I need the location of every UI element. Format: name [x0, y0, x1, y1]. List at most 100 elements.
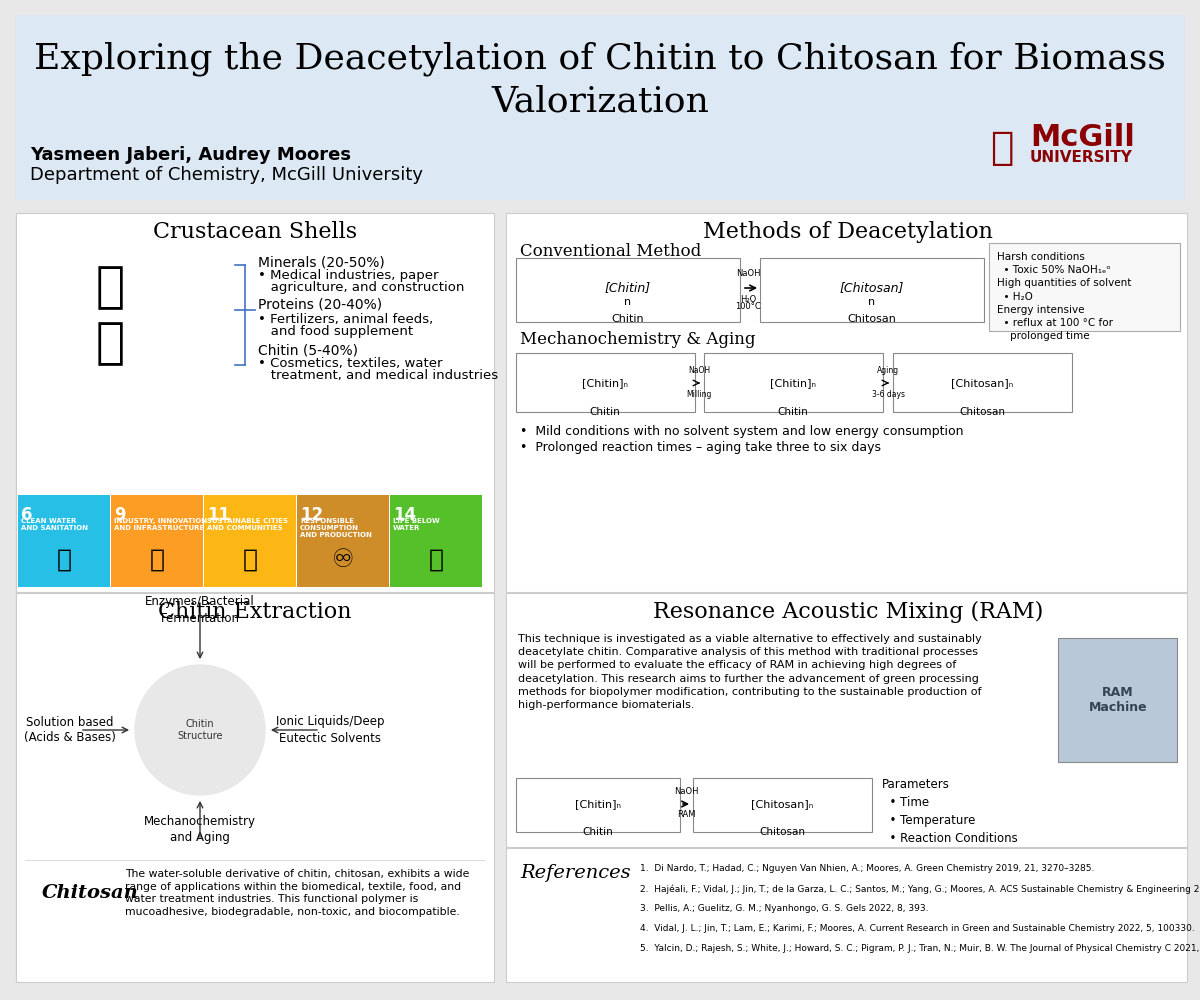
Text: Chitin: Chitin — [778, 407, 809, 417]
FancyBboxPatch shape — [989, 243, 1180, 331]
Text: Milling: Milling — [686, 390, 712, 399]
FancyBboxPatch shape — [18, 495, 110, 587]
FancyBboxPatch shape — [516, 258, 740, 322]
FancyBboxPatch shape — [390, 495, 482, 587]
Text: 4.  Vidal, J. L.; Jin, T.; Lam, E.; Karimi, F.; Moores, A. Current Research in G: 4. Vidal, J. L.; Jin, T.; Lam, E.; Karim… — [640, 924, 1195, 933]
FancyBboxPatch shape — [298, 495, 389, 587]
Text: ⛜: ⛜ — [990, 129, 1013, 167]
FancyBboxPatch shape — [16, 213, 494, 592]
Text: Methods of Deacetylation: Methods of Deacetylation — [703, 221, 992, 243]
Text: Chitin: Chitin — [583, 827, 613, 837]
Text: 3-6 days: 3-6 days — [871, 390, 905, 399]
Text: [Chitin]ₙ: [Chitin]ₙ — [770, 378, 816, 388]
Text: •  Mild conditions with no solvent system and low energy consumption: • Mild conditions with no solvent system… — [520, 425, 964, 438]
Text: References: References — [520, 864, 631, 882]
Text: agriculture, and construction: agriculture, and construction — [258, 282, 464, 294]
Text: Chitin
Structure: Chitin Structure — [178, 719, 223, 741]
Text: 🏭: 🏭 — [150, 548, 164, 572]
FancyBboxPatch shape — [1058, 638, 1177, 762]
Text: Solution based
(Acids & Bases): Solution based (Acids & Bases) — [24, 716, 116, 744]
Text: 3.  Pellis, A.; Guelitz, G. M.; Nyanhongo, G. S. Gels 2022, 8, 393.: 3. Pellis, A.; Guelitz, G. M.; Nyanhongo… — [640, 904, 929, 913]
FancyBboxPatch shape — [506, 848, 1187, 982]
Text: NaOH: NaOH — [688, 366, 710, 375]
FancyBboxPatch shape — [16, 593, 494, 982]
Text: The water-soluble derivative of chitin, chitosan, exhibits a wide
range of appli: The water-soluble derivative of chitin, … — [125, 869, 469, 917]
Text: 💧: 💧 — [56, 548, 72, 572]
Text: NaOH: NaOH — [673, 787, 698, 796]
Text: • Medical industries, paper: • Medical industries, paper — [258, 269, 438, 282]
Text: Chitosan: Chitosan — [959, 407, 1006, 417]
Text: • Fertilizers, animal feeds,: • Fertilizers, animal feeds, — [258, 312, 433, 326]
Text: ♾: ♾ — [332, 548, 354, 572]
Text: 2.  Hajéali, F.; Vidal, J.; Jin, T.; de la Garza, L. C.; Santos, M.; Yang, G.; M: 2. Hajéali, F.; Vidal, J.; Jin, T.; de l… — [640, 884, 1200, 894]
Text: 🦀
🦞: 🦀 🦞 — [96, 263, 125, 367]
Text: 100°C: 100°C — [736, 302, 761, 311]
Text: Chitosan: Chitosan — [42, 884, 139, 902]
Text: treatment, and medical industries: treatment, and medical industries — [258, 369, 498, 382]
Text: McGill: McGill — [1030, 123, 1135, 152]
Text: 14: 14 — [394, 506, 416, 524]
Text: [Chitosan]ₙ: [Chitosan]ₙ — [950, 378, 1013, 388]
Text: Resonance Acoustic Mixing (RAM): Resonance Acoustic Mixing (RAM) — [653, 601, 1043, 623]
Text: Chitin: Chitin — [589, 407, 620, 417]
Text: [Chitin]: [Chitin] — [605, 282, 652, 294]
Text: Parameters
  • Time
  • Temperature
  • Reaction Conditions: Parameters • Time • Temperature • Reacti… — [882, 778, 1018, 845]
Text: Yasmeen Jaberi, Audrey Moores: Yasmeen Jaberi, Audrey Moores — [30, 146, 352, 164]
Text: H₂O: H₂O — [740, 295, 756, 304]
Text: [Chitin]ₙ: [Chitin]ₙ — [575, 799, 622, 809]
Text: Department of Chemistry, McGill University: Department of Chemistry, McGill Universi… — [30, 166, 424, 184]
Text: Enzymes/Bacterial
Fermentation: Enzymes/Bacterial Fermentation — [145, 595, 254, 624]
Text: Proteins (20-40%): Proteins (20-40%) — [258, 298, 382, 312]
Text: CLEAN WATER
AND SANITATION: CLEAN WATER AND SANITATION — [22, 518, 88, 531]
Text: • Cosmetics, textiles, water: • Cosmetics, textiles, water — [258, 358, 443, 370]
Text: Chitosan: Chitosan — [760, 827, 805, 837]
Text: Chitosan: Chitosan — [847, 314, 896, 324]
Text: 6: 6 — [22, 506, 32, 524]
Text: SUSTAINABLE CITIES
AND COMMUNITIES: SUSTAINABLE CITIES AND COMMUNITIES — [208, 518, 288, 531]
Text: UNIVERSITY: UNIVERSITY — [1030, 149, 1133, 164]
Text: Exploring the Deacetylation of Chitin to Chitosan for Biomass
Valorization: Exploring the Deacetylation of Chitin to… — [34, 42, 1166, 118]
Text: Ionic Liquids/Deep
Eutectic Solvents: Ionic Liquids/Deep Eutectic Solvents — [276, 716, 384, 744]
Text: n: n — [869, 297, 876, 307]
Text: 12: 12 — [300, 506, 323, 524]
Text: Aging: Aging — [877, 366, 899, 375]
FancyBboxPatch shape — [760, 258, 984, 322]
FancyBboxPatch shape — [204, 495, 296, 587]
Text: NaOH: NaOH — [736, 269, 761, 278]
FancyBboxPatch shape — [506, 213, 1187, 592]
Text: 🐟: 🐟 — [428, 548, 444, 572]
Text: Chitin Extraction: Chitin Extraction — [158, 601, 352, 623]
Text: and food supplement: and food supplement — [258, 324, 413, 338]
Text: Chitin (5-40%): Chitin (5-40%) — [258, 343, 358, 357]
Text: Harsh conditions
  • Toxic 50% NaOH₁ₑᵒ
High quantities of solvent
  • H₂O
Energy: Harsh conditions • Toxic 50% NaOH₁ₑᵒ Hig… — [997, 252, 1132, 341]
Text: This technique is investigated as a viable alternative to effectively and sustai: This technique is investigated as a viab… — [518, 634, 982, 710]
Circle shape — [134, 665, 265, 795]
FancyBboxPatch shape — [893, 353, 1072, 412]
Text: LIFE BELOW
WATER: LIFE BELOW WATER — [394, 518, 439, 531]
Text: [Chitosan]: [Chitosan] — [840, 282, 904, 294]
FancyBboxPatch shape — [704, 353, 883, 412]
Text: 11: 11 — [208, 506, 230, 524]
Text: RAM
Machine: RAM Machine — [1088, 686, 1147, 714]
Text: •  Prolonged reaction times – aging take three to six days: • Prolonged reaction times – aging take … — [520, 441, 881, 454]
Text: 5.  Yalcin, D.; Rajesh, S.; White, J.; Howard, S. C.; Pigram, P. J.; Tran, N.; M: 5. Yalcin, D.; Rajesh, S.; White, J.; Ho… — [640, 944, 1200, 953]
Text: 9: 9 — [114, 506, 126, 524]
Text: RAM: RAM — [677, 810, 695, 819]
FancyBboxPatch shape — [112, 495, 203, 587]
FancyBboxPatch shape — [516, 353, 695, 412]
Text: 1.  Di Nardo, T.; Hadad, C.; Nguyen Van Nhien, A.; Moores, A. Green Chemistry 20: 1. Di Nardo, T.; Hadad, C.; Nguyen Van N… — [640, 864, 1094, 873]
FancyBboxPatch shape — [694, 778, 872, 832]
Text: [Chitosan]ₙ: [Chitosan]ₙ — [751, 799, 814, 809]
Text: INDUSTRY, INNOVATION
AND INFRASTRUCTURE: INDUSTRY, INNOVATION AND INFRASTRUCTURE — [114, 518, 208, 531]
FancyBboxPatch shape — [506, 593, 1187, 847]
Text: Conventional Method: Conventional Method — [520, 243, 701, 260]
FancyBboxPatch shape — [516, 778, 680, 832]
Text: 🏙: 🏙 — [242, 548, 258, 572]
Text: Mechanochemistry
and Aging: Mechanochemistry and Aging — [144, 816, 256, 844]
Text: Crustacean Shells: Crustacean Shells — [152, 221, 358, 243]
FancyBboxPatch shape — [14, 15, 1186, 200]
Text: Minerals (20-50%): Minerals (20-50%) — [258, 255, 385, 269]
Text: Chitin: Chitin — [612, 314, 644, 324]
Text: RESPONSIBLE
CONSUMPTION
AND PRODUCTION: RESPONSIBLE CONSUMPTION AND PRODUCTION — [300, 518, 372, 538]
Text: n: n — [624, 297, 631, 307]
